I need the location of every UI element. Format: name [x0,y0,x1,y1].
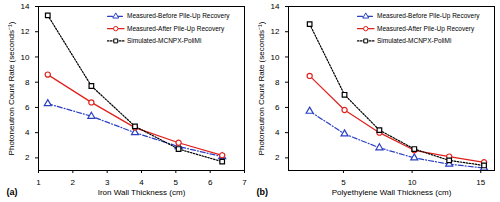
svg-text:10: 10 [408,178,417,187]
svg-text:7: 7 [242,178,247,187]
svg-text:10: 10 [271,53,280,62]
svg-text:4: 4 [275,128,280,137]
svg-text:14: 14 [21,2,30,11]
svg-text:Measured-Before Pile-Up Recove: Measured-Before Pile-Up Recovery [377,12,480,20]
svg-text:4: 4 [25,128,30,137]
svg-text:2: 2 [25,153,30,162]
svg-text:12: 12 [21,27,30,36]
svg-text:10: 10 [21,53,30,62]
svg-text:6: 6 [275,103,280,112]
svg-text:Iron Wall Thickness (cm): Iron Wall Thickness (cm) [98,188,186,197]
svg-text:5: 5 [174,178,179,187]
svg-text:15: 15 [476,178,485,187]
svg-text:8: 8 [275,78,280,87]
svg-text:Measured-Before Pile-Up Recove: Measured-Before Pile-Up Recovery [127,12,230,20]
svg-text:Measured-After Pile-Up Recover: Measured-After Pile-Up Recovery [377,25,475,33]
svg-text:14: 14 [271,2,280,11]
svg-text:8: 8 [25,78,30,87]
svg-text:2: 2 [275,153,280,162]
svg-text:Simulated-MCNPX-PoliMi: Simulated-MCNPX-PoliMi [127,37,201,44]
svg-text:4: 4 [139,178,144,187]
svg-text:3: 3 [105,178,110,187]
svg-text:(b): (b) [257,187,269,197]
svg-text:(a): (a) [7,187,18,197]
svg-text:Polyethylene Wall Thickness (c: Polyethylene Wall Thickness (cm) [332,188,452,197]
svg-text:Photoneutron Count Rate (secon: Photoneutron Count Rate (seconds⁻¹) [257,21,266,155]
svg-text:2: 2 [71,178,76,187]
svg-text:6: 6 [25,103,30,112]
svg-text:Measured-After Pile-Up Recover: Measured-After Pile-Up Recovery [127,25,225,33]
svg-text:12: 12 [271,27,280,36]
svg-text:1: 1 [36,178,41,187]
svg-text:6: 6 [208,178,213,187]
svg-text:5: 5 [341,178,346,187]
svg-text:Simulated-MCNPX-PoliMi: Simulated-MCNPX-PoliMi [377,37,451,44]
svg-text:Photoneutron Count Rate (secon: Photoneutron Count Rate (seconds⁻¹) [7,21,16,155]
